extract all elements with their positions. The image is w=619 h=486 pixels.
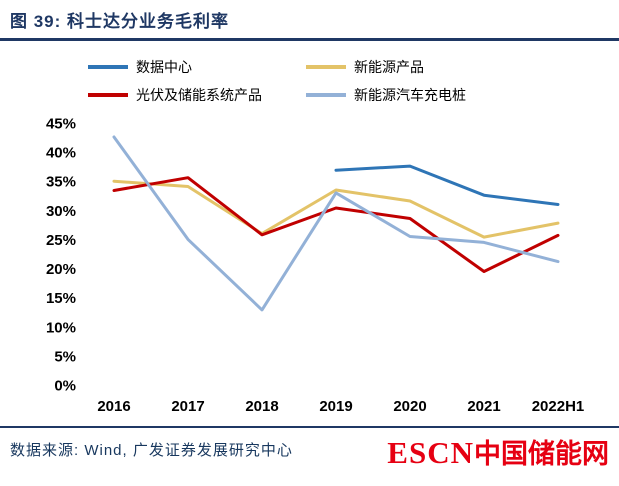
legend-label: 新能源汽车充电桩 (354, 87, 466, 103)
y-axis-tick-label: 0% (54, 378, 76, 395)
legend-item-data-center: 数据中心 (88, 57, 306, 77)
legend-label: 新能源产品 (354, 59, 424, 75)
y-axis-tick-label: 40% (46, 145, 76, 162)
series-line-2 (112, 176, 560, 273)
footer-divider (0, 426, 619, 428)
series-line-1 (112, 179, 560, 239)
footer: 数据来源: Wind, 广发证券发展研究中心 ESCN中国储能网 (10, 435, 609, 486)
data-source: 数据来源: Wind, 广发证券发展研究中心 (10, 442, 293, 459)
legend-swatch (88, 65, 128, 69)
legend-swatch (306, 65, 346, 69)
x-axis-tick-label: 2017 (171, 398, 204, 415)
legend-item-new-energy-products: 新能源产品 (306, 57, 619, 77)
y-axis-tick-label: 10% (46, 319, 76, 336)
x-axis-tick-label: 2021 (467, 398, 500, 415)
y-axis-tick-label: 15% (46, 290, 76, 307)
legend-label: 光伏及储能系统产品 (136, 87, 262, 103)
legend-item-pv-storage: 光伏及储能系统产品 (88, 85, 306, 105)
title-divider (0, 38, 619, 41)
legend-swatch (88, 93, 128, 97)
x-axis-tick-label: 2022H1 (532, 398, 585, 415)
chart-legend: 数据中心 新能源产品 光伏及储能系统产品 新能源汽车充电桩 (88, 57, 619, 105)
legend-label: 数据中心 (136, 59, 192, 75)
y-axis-tick-label: 45% (46, 116, 76, 133)
series-line-3 (112, 135, 560, 312)
chart-area: 0% 5% 10% 15% 20% 25% 30% 35% 40% 45% 2016 2017 2018… (0, 107, 619, 424)
x-axis-tick-label: 2016 (97, 398, 130, 415)
series-line-0 (334, 164, 560, 206)
x-axis-tick-label: 2020 (393, 398, 426, 415)
y-axis-tick-label: 25% (46, 232, 76, 249)
x-axis-tick-label: 2018 (245, 398, 278, 415)
y-axis-tick-label: 35% (46, 174, 76, 191)
escn-watermark-logo: ESCN (387, 435, 474, 470)
legend-item-ev-charger: 新能源汽车充电桩 (306, 85, 619, 105)
figure-title: 图 39: 科士达分业务毛利率 (10, 12, 230, 31)
escn-watermark: ESCN中国储能网 (387, 432, 609, 471)
y-axis-tick-label: 30% (46, 203, 76, 220)
escn-watermark-name: 中国储能网 (474, 439, 609, 469)
legend-swatch (306, 93, 346, 97)
line-chart: 0% 5% 10% 15% 20% 25% 30% 35% 40% 45% 2016 2017 2018… (46, 116, 585, 416)
x-axis-tick-label: 2019 (319, 398, 352, 415)
y-axis-tick-label: 5% (54, 348, 76, 365)
y-axis-tick-label: 20% (46, 261, 76, 278)
